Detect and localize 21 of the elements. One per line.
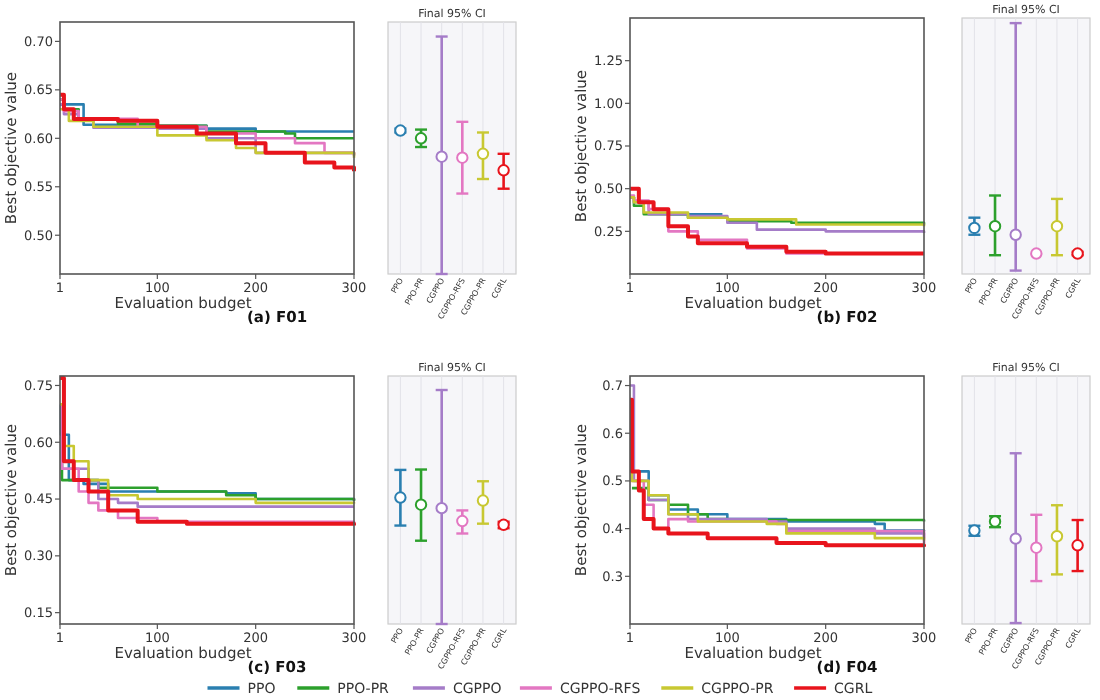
point (394, 491, 407, 504)
point (1009, 532, 1022, 545)
point (1071, 247, 1084, 260)
point (456, 151, 469, 164)
point (988, 220, 1002, 233)
point (497, 164, 510, 177)
point (414, 132, 428, 145)
point (476, 147, 490, 161)
point (435, 501, 448, 515)
point (394, 124, 407, 137)
point (476, 494, 490, 507)
point (414, 498, 428, 511)
point (1030, 541, 1043, 554)
point (456, 514, 469, 528)
point (1071, 539, 1084, 552)
point (1030, 247, 1043, 260)
point (1050, 530, 1064, 543)
point (1009, 228, 1022, 241)
point (1050, 220, 1064, 233)
point (968, 221, 981, 235)
point (435, 150, 448, 163)
